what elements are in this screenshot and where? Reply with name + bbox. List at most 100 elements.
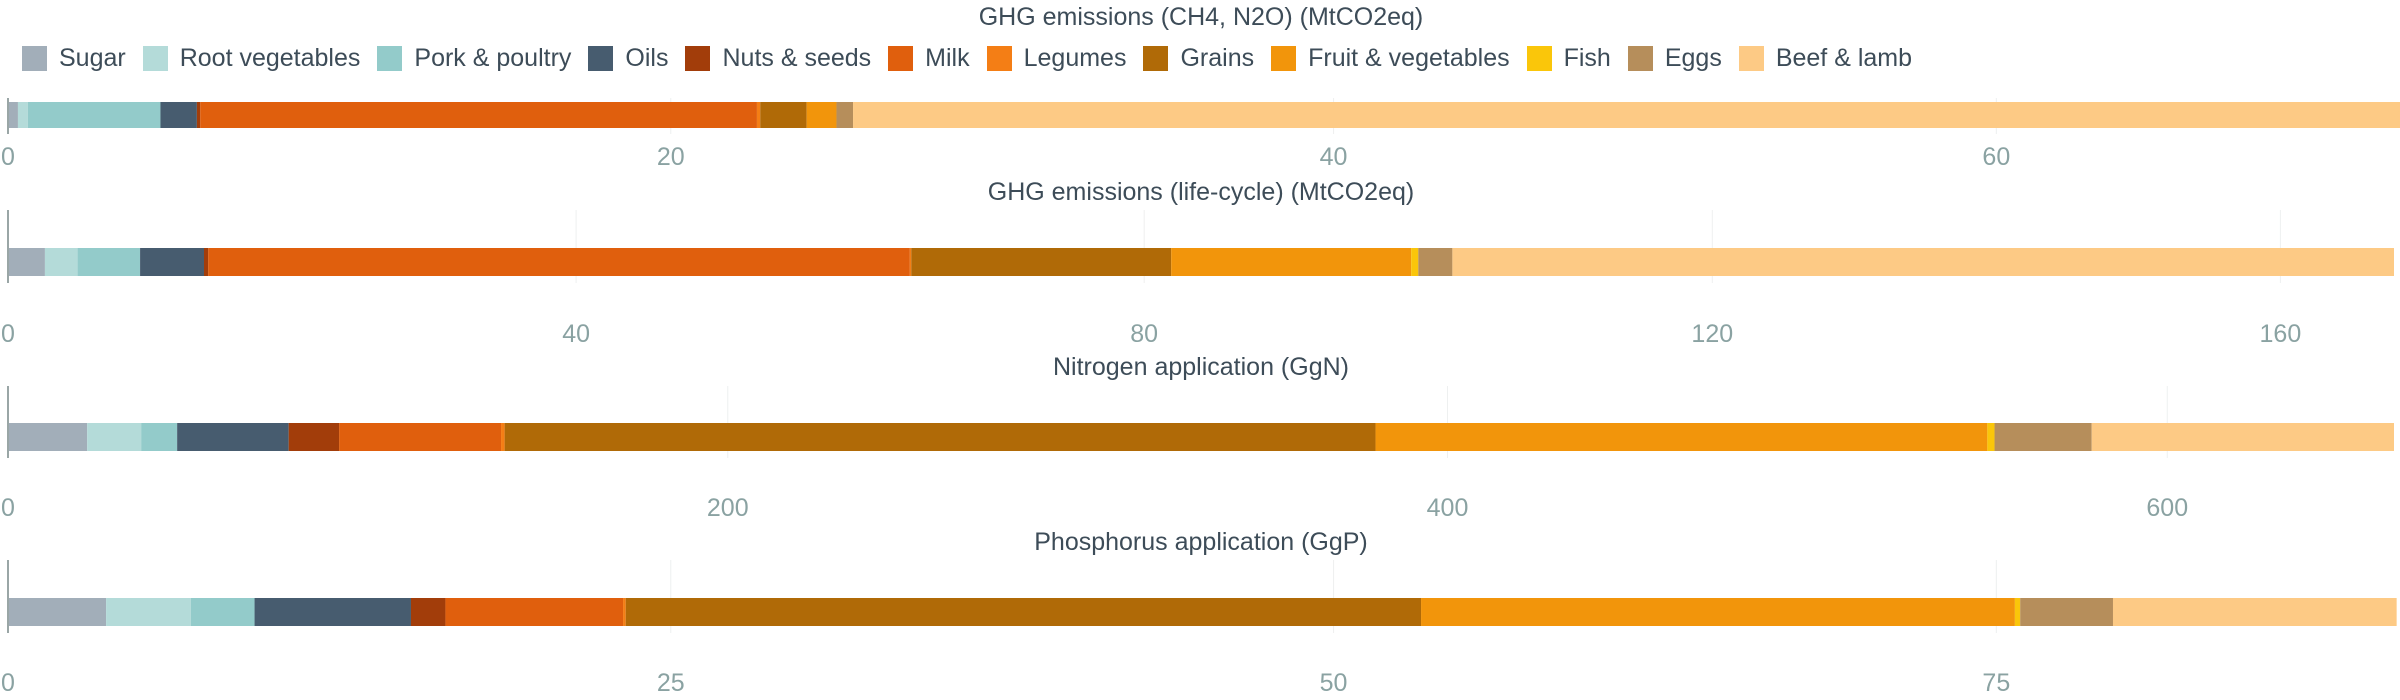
bar-segment-nuts-seeds[interactable] [196, 102, 201, 128]
bar-segment-oils[interactable] [177, 423, 289, 451]
bar-segment-beef-lamb[interactable] [853, 102, 2400, 128]
x-tick-label: 40 [562, 320, 590, 348]
legend-item[interactable]: Pork & poultry [377, 44, 571, 73]
bar-segment-beef-lamb[interactable] [2112, 598, 2397, 626]
legend-item[interactable]: Grains [1143, 44, 1254, 73]
panel-title: Nitrogen application (GgN) [1053, 353, 1349, 381]
bar-segment-pork-poultry[interactable] [141, 423, 178, 451]
legend-item[interactable]: Fish [1526, 43, 1611, 73]
bar-segment-legumes[interactable] [501, 423, 505, 451]
legend-label: Fish [1563, 43, 1611, 72]
bar-segment-fruit-vegetables[interactable] [1421, 598, 2015, 626]
bar-segment-milk[interactable] [339, 423, 502, 451]
bar-segment-beef-lamb[interactable] [2091, 423, 2394, 451]
bar-segment-sugar[interactable] [8, 248, 45, 276]
x-tick-label: 400 [1427, 494, 1469, 522]
bar-segment-fruit-vegetables[interactable] [1375, 423, 1988, 451]
x-tick-label: 50 [1320, 669, 1348, 697]
bar-segment-root-vegetables[interactable] [106, 598, 191, 626]
legend-label: Eggs [1664, 43, 1722, 72]
bar-segment-fish[interactable] [1411, 248, 1419, 276]
bar-segment-sugar[interactable] [8, 423, 88, 451]
bar-segment-eggs[interactable] [2020, 598, 2113, 626]
chart-panel: Nitrogen application (GgN) 0 200 400 600 [1, 353, 2394, 522]
x-tick-label: 80 [1130, 320, 1158, 348]
x-tick-label: 0 [1, 320, 15, 348]
legend-swatch [685, 45, 711, 71]
legend-label: Pork & poultry [414, 43, 572, 72]
bar-segment-grains[interactable] [625, 598, 1422, 626]
x-tick-label: 160 [2260, 320, 2302, 348]
legend-item[interactable]: Sugar [22, 44, 126, 73]
legend-label: Milk [925, 43, 970, 72]
legend-item[interactable]: Root vegetables [142, 43, 361, 73]
bar-segment-fruit-vegetables[interactable] [1171, 248, 1412, 276]
bar-segment-nuts-seeds[interactable] [288, 423, 340, 451]
bar-segment-pork-poultry[interactable] [190, 598, 255, 626]
bar-segment-oils[interactable] [140, 248, 204, 276]
legend-label: Grains [1180, 43, 1255, 72]
bar-segment-fish[interactable] [1987, 423, 1995, 451]
legend-swatch [1143, 45, 1169, 71]
legend-item[interactable]: Eggs [1627, 43, 1722, 73]
chart-panel: GHG emissions (CH4, N2O) (MtCO2eq) 0 20 40 6… [1, 3, 2400, 171]
legend-swatch [142, 45, 168, 71]
legend-item[interactable]: Fruit & vegetables [1271, 44, 1510, 73]
chart-panel: GHG emissions (life-cycle) (MtCO2eq) 0 40 8… [1, 178, 2394, 348]
legend-item[interactable]: Oils [588, 44, 668, 73]
x-tick-label: 0 [1, 494, 15, 522]
bar-segment-eggs[interactable] [1418, 248, 1453, 276]
x-tick-label: 75 [1982, 669, 2010, 697]
legend-swatch [1738, 45, 1764, 71]
bar-segment-milk[interactable] [208, 248, 910, 276]
legend-label: Legumes [1023, 43, 1127, 72]
legend-swatch [1271, 45, 1297, 71]
bar-segment-beef-lamb[interactable] [1452, 248, 2394, 276]
legend-item[interactable]: Beef & lamb [1738, 44, 1912, 73]
x-tick-label: 40 [1320, 143, 1348, 171]
chart-panel: Phosphorus application (GgP) 0 25 50 75 [1, 528, 2397, 697]
panel-title: GHG emissions (life-cycle) (MtCO2eq) [988, 178, 1414, 206]
x-tick-label: 0 [1, 669, 15, 697]
legend-label: Oils [625, 43, 669, 72]
bar-segment-milk[interactable] [445, 598, 624, 626]
legend-item[interactable]: Nuts & seeds [685, 44, 871, 73]
x-tick-label: 60 [1982, 143, 2010, 171]
bar-segment-grains[interactable] [504, 423, 1376, 451]
x-tick-label: 25 [657, 669, 685, 697]
bar-segment-nuts-seeds[interactable] [410, 598, 446, 626]
legend-label: Sugar [59, 43, 126, 72]
bar-segment-fish[interactable] [2014, 598, 2021, 626]
bar-segment-oils[interactable] [160, 102, 197, 128]
bar-segment-pork-poultry[interactable] [27, 102, 161, 128]
bar-segment-root-vegetables[interactable] [44, 248, 78, 276]
bar-segment-legumes[interactable] [756, 102, 761, 128]
legend-item[interactable]: Milk [888, 43, 970, 73]
bar-segment-root-vegetables[interactable] [87, 423, 142, 451]
x-tick-label: 120 [1691, 320, 1733, 348]
x-tick-label: 0 [1, 143, 15, 171]
x-tick-label: 600 [2146, 494, 2188, 522]
legend-swatch [986, 45, 1012, 71]
bar-segment-root-vegetables[interactable] [17, 102, 28, 128]
bar-segment-legumes[interactable] [623, 598, 626, 626]
bar-segment-eggs[interactable] [836, 102, 854, 128]
bar-segment-grains[interactable] [760, 102, 807, 128]
bar-segment-grains[interactable] [911, 248, 1172, 276]
bar-segment-oils[interactable] [254, 598, 411, 626]
bar-segment-legumes[interactable] [909, 248, 912, 276]
bar-segment-nuts-seeds[interactable] [203, 248, 209, 276]
bar-segment-sugar[interactable] [8, 598, 107, 626]
bar-segment-sugar[interactable] [8, 102, 18, 128]
bar-segment-fruit-vegetables[interactable] [806, 102, 837, 128]
panel-title: GHG emissions (CH4, N2O) (MtCO2eq) [979, 3, 1424, 31]
bar-segment-eggs[interactable] [1994, 423, 2092, 451]
panel-title: Phosphorus application (GgP) [1034, 528, 1368, 556]
legend-label: Root vegetables [179, 43, 361, 72]
legend-item[interactable]: Legumes [986, 43, 1127, 73]
bar-segment-pork-poultry[interactable] [77, 248, 141, 276]
bar-segment-milk[interactable] [200, 102, 757, 128]
legend-label: Nuts & seeds [722, 43, 872, 72]
x-tick-label: 20 [657, 143, 685, 171]
